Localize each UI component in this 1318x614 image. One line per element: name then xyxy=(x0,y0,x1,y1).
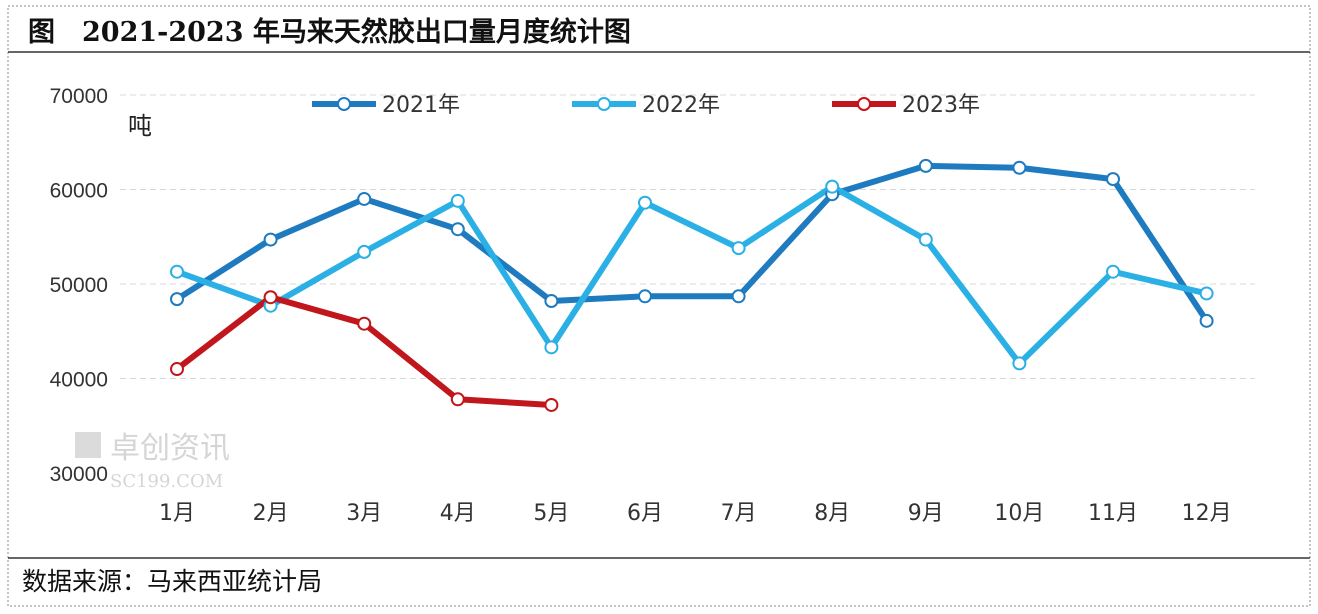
data-point xyxy=(357,244,372,259)
data-point xyxy=(1012,160,1027,175)
legend-item: 2022年 xyxy=(572,93,720,118)
data-point xyxy=(357,316,372,331)
x-tick-label: 3月 xyxy=(346,501,382,526)
data-point xyxy=(170,292,184,307)
x-tick-label: 10月 xyxy=(994,501,1044,526)
data-point xyxy=(450,392,465,407)
x-tick-label: 4月 xyxy=(440,501,476,526)
data-point xyxy=(544,294,559,309)
chart-title: 图 2021-2023 年马来天然胶出口量月度统计图 xyxy=(28,16,631,48)
data-point xyxy=(357,191,372,206)
data-point xyxy=(825,179,840,194)
y-tick-label: 50000 xyxy=(50,274,108,297)
svg-text:卓创资讯: 卓创资讯 xyxy=(110,431,230,466)
x-tick-label: 6月 xyxy=(627,501,663,526)
data-point xyxy=(263,290,278,305)
data-point xyxy=(731,241,746,256)
data-point xyxy=(1106,264,1120,279)
x-tick-label: 11月 xyxy=(1088,501,1138,526)
data-point xyxy=(450,222,465,237)
data-point xyxy=(918,158,933,173)
x-tick-label: 9月 xyxy=(908,501,944,526)
svg-text:2022年: 2022年 xyxy=(642,93,720,118)
data-point xyxy=(918,232,933,247)
y-tick-label: 70000 xyxy=(50,85,108,108)
x-tick-label: 1月 xyxy=(159,501,195,526)
y-axis-unit: 吨 xyxy=(128,112,152,140)
data-point xyxy=(731,289,746,304)
svg-text:2021年: 2021年 xyxy=(382,93,460,118)
x-tick-label: 2月 xyxy=(253,501,289,526)
y-tick-label: 30000 xyxy=(50,463,108,486)
data-point xyxy=(170,264,184,279)
outer-border xyxy=(7,5,1311,607)
x-tick-label: 12月 xyxy=(1182,501,1232,526)
source-note: 数据来源：马来西亚统计局 xyxy=(22,567,322,596)
x-tick-label: 8月 xyxy=(814,501,850,526)
y-tick-label: 60000 xyxy=(50,180,108,203)
legend-item: 2023年 xyxy=(832,93,980,118)
data-point xyxy=(170,362,184,377)
data-point xyxy=(638,195,652,210)
series-line xyxy=(175,162,1210,323)
x-tick-label: 5月 xyxy=(533,501,569,526)
data-point xyxy=(263,232,278,247)
series-line xyxy=(175,183,1208,367)
data-point xyxy=(638,289,652,304)
x-tick-label: 7月 xyxy=(721,501,757,526)
series-line xyxy=(175,294,552,408)
data-point xyxy=(1106,172,1120,187)
data-point xyxy=(544,340,559,355)
legend-item: 2021年 xyxy=(312,93,460,118)
svg-text:SC199.COM: SC199.COM xyxy=(110,471,223,492)
data-point xyxy=(1199,313,1214,328)
y-tick-label: 40000 xyxy=(50,369,108,392)
data-point xyxy=(1012,356,1027,371)
watermark-logo: 卓创资讯 SC199.COM xyxy=(75,431,230,492)
data-point xyxy=(544,397,559,412)
data-point xyxy=(1199,286,1214,301)
data-point xyxy=(450,193,465,208)
svg-text:2023年: 2023年 xyxy=(902,93,980,118)
